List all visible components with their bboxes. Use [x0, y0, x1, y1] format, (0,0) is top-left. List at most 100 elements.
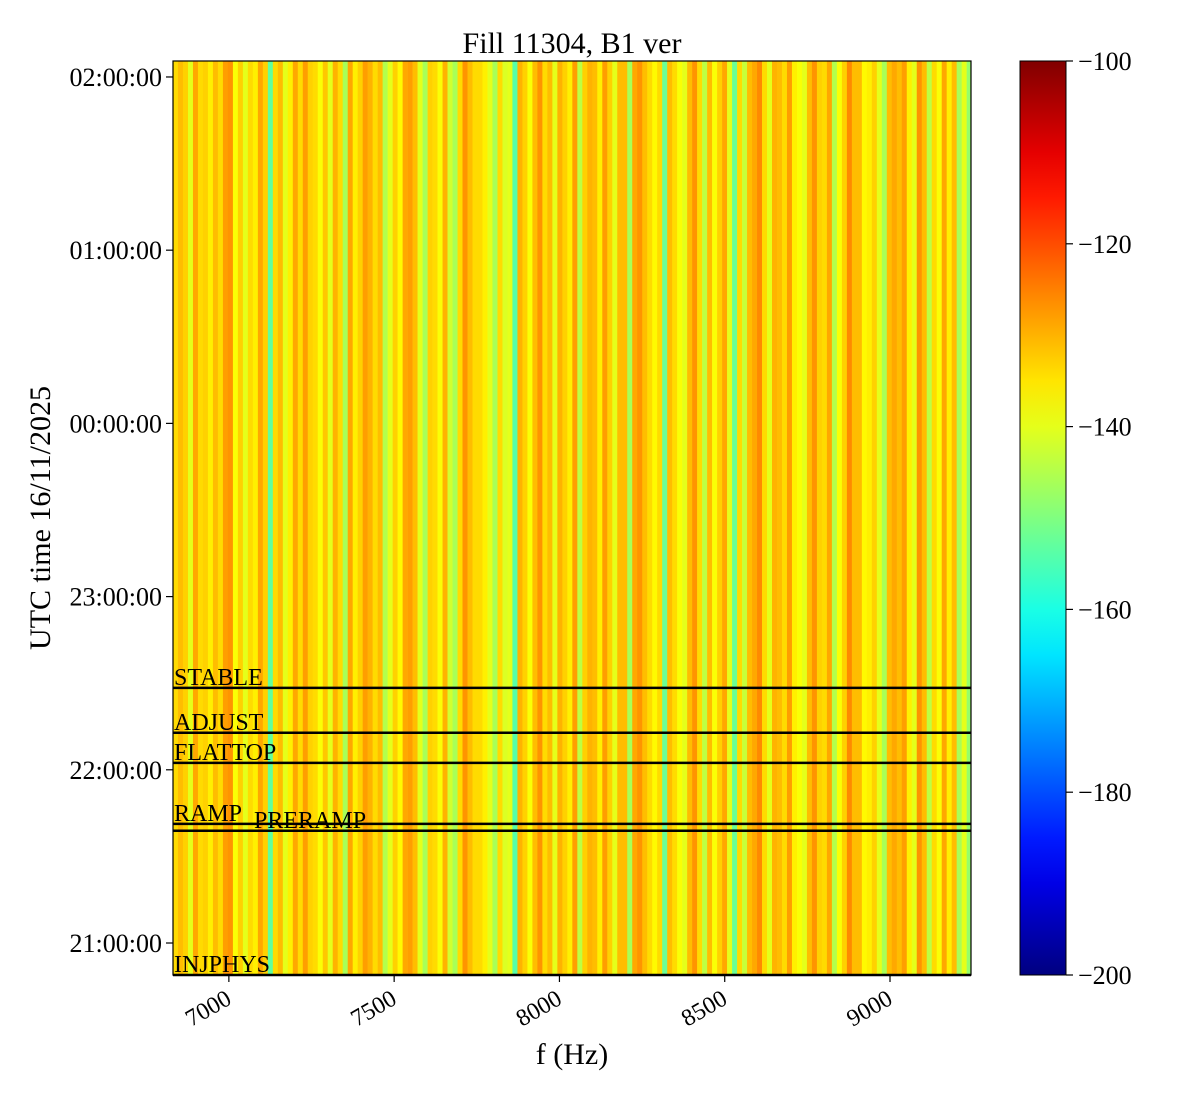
heatmap-column — [916, 61, 923, 975]
heatmap-column — [492, 61, 498, 975]
heatmap-column — [537, 61, 543, 975]
heatmap-column — [587, 61, 593, 975]
heatmap-column — [841, 61, 848, 975]
y-tick-label: 01:00:00 — [70, 236, 162, 265]
heatmap-column — [517, 61, 523, 975]
heatmap-column — [826, 61, 833, 975]
heatmap-column — [247, 61, 254, 975]
event-label: INJPHYS — [174, 952, 270, 978]
heatmap-column — [277, 61, 284, 975]
heatmap-column — [911, 61, 918, 975]
heatmap-column — [402, 61, 408, 975]
heatmap-column — [407, 61, 413, 975]
heatmap-column — [956, 61, 962, 975]
heatmap-column — [687, 61, 693, 975]
event-label: PRERAMP — [254, 808, 366, 834]
heatmap-column — [307, 61, 314, 975]
heatmap-column — [742, 61, 748, 975]
heatmap-column — [692, 61, 698, 975]
x-tick-label: 8500 — [677, 986, 732, 1033]
heatmap-column — [667, 61, 673, 975]
heatmap-column — [612, 61, 618, 975]
heatmap-column — [936, 61, 943, 975]
heatmap-column — [447, 61, 453, 975]
heatmap-column — [926, 61, 933, 975]
heatmap-column — [886, 61, 893, 975]
heatmap-column — [762, 61, 768, 975]
heatmap-column — [682, 61, 688, 975]
heatmap-column — [327, 61, 334, 975]
heatmap-column — [332, 61, 339, 975]
x-axis-ticks: 7000 7500 8000 8500 9000 — [181, 975, 897, 1032]
heatmap-column — [806, 61, 813, 975]
x-tick-label: 8000 — [512, 986, 567, 1033]
heatmap-column — [697, 61, 703, 975]
heatmap-column — [921, 61, 928, 975]
chart-title: Fill 11304, B1 ver — [463, 27, 682, 60]
heatmap-column — [397, 61, 403, 975]
heatmap-column — [282, 61, 289, 975]
y-tick-label: 22:00:00 — [70, 756, 162, 785]
heatmap-column — [392, 61, 398, 975]
heatmap-column — [182, 61, 189, 975]
heatmap-column — [562, 61, 568, 975]
heatmap-column — [477, 61, 483, 975]
heatmap-column — [347, 61, 353, 975]
heatmap-column — [861, 61, 868, 975]
heatmap-column — [267, 61, 274, 975]
heatmap-column — [627, 61, 633, 975]
colorbar-tick-label: −140 — [1078, 413, 1132, 442]
colorbar-tick-label: −100 — [1078, 47, 1132, 76]
heatmap-column — [801, 61, 808, 975]
heatmap-column — [257, 61, 264, 975]
heatmap-column — [637, 61, 643, 975]
heatmap-column — [876, 61, 883, 975]
heatmap-column — [362, 61, 368, 975]
heatmap-column — [941, 61, 948, 975]
y-axis-ticks: 21:00:00 22:00:00 23:00:00 00:00:00 01:00:00… — [70, 63, 173, 958]
heatmap-column — [901, 61, 908, 975]
colorbar-tick-label: −200 — [1078, 961, 1132, 990]
heatmap-column — [457, 61, 463, 975]
heatmap-column — [202, 61, 209, 975]
heatmap-column — [662, 61, 668, 975]
heatmap-column — [771, 61, 778, 975]
heatmap-column — [592, 61, 598, 975]
heatmap-column — [417, 61, 423, 975]
event-label: FLATTOP — [174, 740, 276, 766]
heatmap-column — [367, 61, 373, 975]
heatmap-column — [173, 61, 179, 975]
heatmap-column — [512, 61, 518, 975]
heatmap-column — [377, 61, 383, 975]
heatmap-column — [752, 61, 758, 975]
heatmap-column — [527, 61, 533, 975]
heatmap-column — [502, 61, 508, 975]
heatmap-column — [946, 61, 952, 975]
heatmap-column — [856, 61, 863, 975]
heatmap-column — [497, 61, 503, 975]
heatmap-column — [262, 61, 269, 975]
heatmap-column — [891, 61, 898, 975]
heatmap-column — [672, 61, 678, 975]
heatmap-column — [781, 61, 788, 975]
event-label: RAMP — [174, 801, 242, 827]
heatmap-column — [961, 61, 967, 975]
heatmap-column — [192, 61, 199, 975]
heatmap-column — [217, 61, 224, 975]
heatmap-column — [197, 61, 204, 975]
heatmap-column — [287, 61, 294, 975]
heatmap-column — [767, 61, 773, 975]
heatmap-column — [522, 61, 528, 975]
colorbar-tick-label: −180 — [1078, 778, 1132, 807]
heatmap-column — [177, 61, 184, 975]
heatmap-column — [382, 61, 388, 975]
heatmap-column — [337, 61, 344, 975]
heatmap-column — [567, 61, 573, 975]
y-tick-label: 21:00:00 — [70, 929, 162, 958]
heatmap-column — [607, 61, 613, 975]
heatmap-column — [547, 61, 553, 975]
heatmap-column — [712, 61, 718, 975]
heatmap-column — [906, 61, 913, 975]
heatmap-column — [432, 61, 438, 975]
